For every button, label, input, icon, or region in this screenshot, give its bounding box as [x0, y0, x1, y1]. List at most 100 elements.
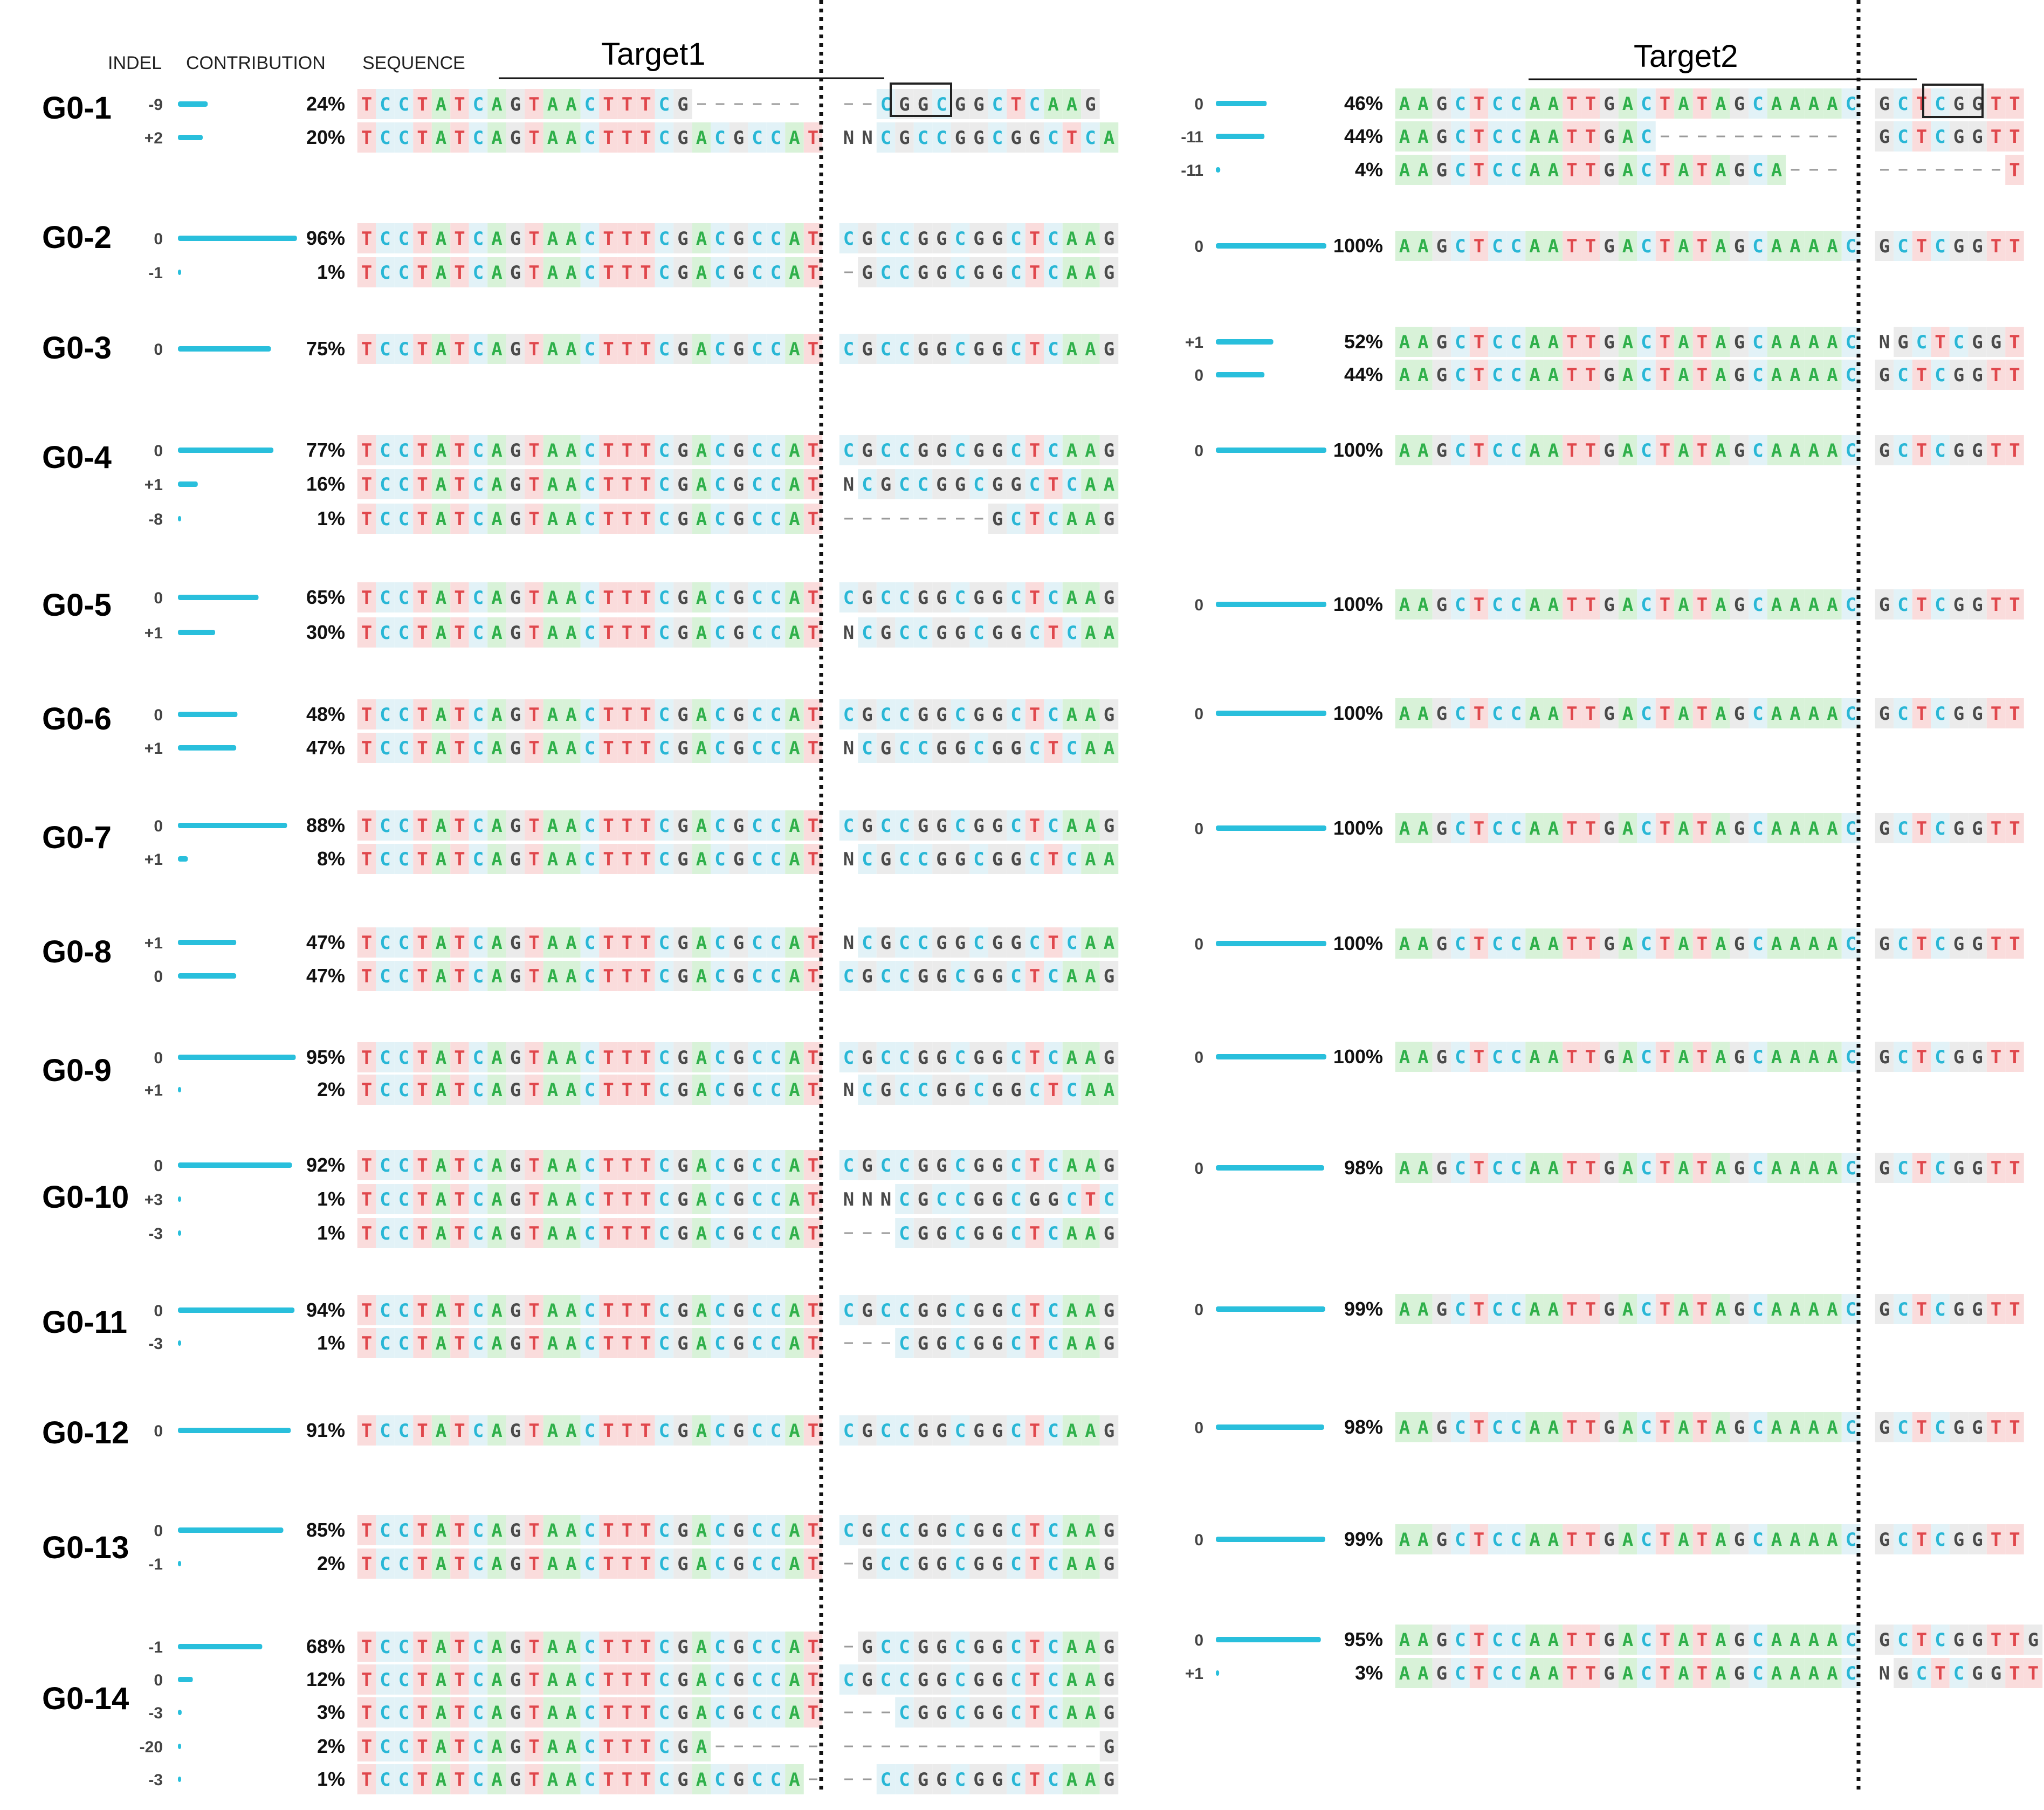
target1-left-base: C [398, 127, 409, 149]
target1-right-base: A [1085, 738, 1096, 759]
target1-right-base-bg [876, 223, 896, 253]
target1-right-base: G [1104, 262, 1114, 284]
target1-left-base: G [510, 474, 521, 495]
target1-left-base: G [510, 1079, 521, 1101]
target1-right-base: T [1029, 587, 1040, 609]
target2-left-base: T [1697, 236, 1708, 257]
target1-left-base: C [659, 1079, 670, 1101]
target1-left-base-bg [543, 257, 562, 287]
target1-right-base: C [1048, 704, 1058, 726]
target2-left-base: G [1603, 332, 1614, 353]
target1-row: +1 30% T C C T A T C A G T A A C T T T C G A C G C C A T N C G C C G G C G G… [144, 617, 1119, 648]
target1-left-base: G [677, 1223, 688, 1244]
target1-left-base: A [696, 622, 707, 644]
target1-left-base: A [547, 1300, 558, 1322]
target1-right-base: C [899, 704, 910, 726]
target2-left-base: C [1492, 933, 1503, 955]
target2-right-base-bg [1912, 88, 1931, 119]
target1-left-base: A [547, 1553, 558, 1575]
target2-left-base: A [1622, 933, 1633, 955]
target1-left-base: A [547, 704, 558, 726]
target2-left-base-bg [1581, 88, 1600, 119]
contribution-percent: 95% [1344, 1628, 1383, 1650]
target2-left-base: G [1603, 1663, 1614, 1684]
target2-left-base: A [1399, 332, 1410, 353]
target1-right-base: C [955, 587, 966, 609]
target1-left-base: T [454, 1553, 465, 1575]
target2-left-base: G [1734, 1629, 1745, 1651]
target1-left-base: T [528, 508, 539, 530]
target1-left-base: T [622, 228, 632, 250]
target1-left-base: A [547, 1420, 558, 1442]
target1-left-base: C [473, 1333, 484, 1354]
target1-left-base: C [752, 262, 762, 284]
target2-left-base: T [1566, 160, 1577, 181]
target2-left-base: T [1660, 1629, 1670, 1651]
target1-left-base: T [361, 127, 372, 149]
target2-left-base: C [1752, 1417, 1763, 1439]
target1-left-base: T [808, 815, 818, 837]
target2-left-base: C [1492, 440, 1503, 462]
target1-left-base-bg [376, 122, 395, 153]
target1-right-base: C [880, 440, 891, 462]
target1-right-base: G [936, 440, 947, 462]
target2-left-base: C [1752, 1663, 1763, 1684]
target2-left-base: A [1715, 1663, 1726, 1684]
target1-left-base: T [640, 1702, 651, 1724]
target1-left-base: C [380, 508, 390, 530]
target2-row: 0 100% A A G C T C C A A T T G A C T A T A G C A A A A C G C T C G G T T [1194, 698, 2024, 728]
target2-left-base: A [1715, 440, 1726, 462]
target1-left-base-bg [785, 223, 804, 253]
target1-right-base: G [973, 1520, 984, 1541]
target1-left-base: C [584, 440, 595, 462]
contribution-percent: 77% [306, 439, 345, 461]
target2-left-base: A [1548, 703, 1559, 725]
target1-left-base: T [454, 815, 465, 837]
target2-left-base: A [1771, 364, 1782, 386]
target1-right-base: C [899, 440, 910, 462]
target1-left-base: C [714, 1155, 725, 1176]
target2-left-base: C [1846, 93, 1856, 115]
target2-left-base: T [1474, 236, 1484, 257]
target1-left-base-bg [506, 89, 525, 119]
target2-left-base: A [1808, 332, 1819, 353]
target2-row: 0 100% A A G C T C C A A T T G A C T A T A G C A A A A C G C T C G G T T [1194, 813, 2024, 843]
target1-left-base: A [566, 1420, 576, 1442]
target1-right-base: G [1010, 474, 1021, 495]
target2-left-base: A [1529, 332, 1540, 353]
target1-right-base-bg [932, 89, 951, 119]
contribution-percent: 100% [1333, 932, 1383, 954]
target1-left-base: T [808, 508, 818, 530]
indel-value: 0 [154, 341, 163, 359]
target2-left-base: A [1790, 1663, 1800, 1684]
target1-left-base: T [417, 1189, 428, 1210]
target1-right-base-bg [969, 257, 988, 287]
target1-left-base: A [491, 1702, 502, 1724]
target2-right-base: G [1953, 703, 1964, 725]
target1-right-base: C [1104, 1189, 1114, 1210]
target1-left-base: T [454, 1520, 465, 1541]
target1-right-base: G [1104, 440, 1114, 462]
target1-right-base-bg [1081, 122, 1100, 153]
target1-right-base: A [1066, 815, 1077, 837]
target1-right-base: C [1048, 1769, 1058, 1791]
target2-left-base: G [1734, 818, 1745, 839]
target1-left-base: A [547, 1636, 558, 1658]
target2-right-base: C [1897, 1417, 1908, 1439]
target1-left-base-bg [562, 223, 581, 253]
target1-left-base: C [714, 1636, 725, 1658]
contribution-bar [178, 1644, 263, 1649]
target1-left-base: A [547, 262, 558, 284]
target1-right-base: C [899, 815, 910, 837]
target1-left-base: A [547, 1520, 558, 1541]
target2-left-base: A [1678, 1158, 1689, 1179]
target2-left-base: C [1846, 1529, 1856, 1551]
target1-left-base: A [491, 738, 502, 759]
target2-left-base: A [1808, 594, 1819, 616]
target1-right-base-bg [858, 122, 877, 153]
target1-right-base: C [843, 815, 854, 837]
target2-left-base: A [1771, 703, 1782, 725]
target1-left-base-bg [525, 223, 543, 253]
target2-right-base: T [1991, 364, 2001, 386]
sample-group: G0-2 0 96% T C C T A T C A G T A A C T T T C G A C G C C A T C G C C G G C… [42, 220, 2024, 287]
